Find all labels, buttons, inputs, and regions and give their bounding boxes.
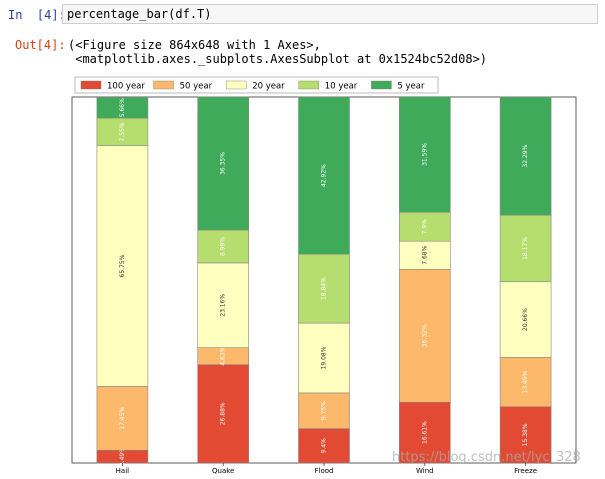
- input-prompt: In [4]:: [8, 8, 66, 22]
- output-line-1: (<Figure size 864x648 with 1 Axes>,: [68, 38, 321, 52]
- segment-label-wind-3: 7.9%: [421, 219, 428, 235]
- bar-flood-50-year: [298, 392, 350, 429]
- segment-label-freeze-1: 13.49%: [522, 370, 529, 393]
- x-tick-label-freeze: Freeze: [514, 467, 537, 475]
- segment-label-freeze-3: 18.17%: [522, 237, 529, 260]
- segment-label-quake-3: 8.99%: [220, 237, 227, 256]
- bar-hail-50-year: [96, 386, 149, 451]
- bar-flood-100-year: [298, 428, 350, 464]
- x-tick-label-quake: Quake: [212, 467, 234, 475]
- segment-label-flood-0: 9.4%: [321, 438, 328, 454]
- legend-label-0: 100 year: [107, 82, 145, 92]
- legend-swatch-2: [225, 80, 247, 90]
- segment-label-flood-2: 19.08%: [321, 346, 328, 369]
- bar-wind-50-year: [398, 268, 451, 403]
- segment-label-freeze-0: 15.38%: [522, 423, 529, 446]
- output-line-2: <matplotlib.axes._subplots.AxesSubplot a…: [68, 52, 488, 66]
- segment-label-quake-4: 36.35%: [220, 152, 227, 175]
- bar-freeze-50-year: [499, 357, 552, 408]
- segment-label-wind-2: 7.68%: [421, 245, 428, 264]
- code-cell-input[interactable]: percentage_bar(df.T): [62, 4, 598, 24]
- bar-freeze-100-year: [499, 406, 552, 464]
- legend-swatch-1: [153, 80, 174, 90]
- segment-label-freeze-2: 20.66%: [522, 308, 529, 331]
- output-prompt: Out[4]:: [15, 38, 66, 52]
- segment-label-quake-1: 4.63%: [220, 346, 227, 365]
- legend-label-2: 20 year: [252, 82, 285, 92]
- segment-label-quake-0: 26.88%: [220, 402, 227, 425]
- segment-label-flood-3: 18.84%: [321, 277, 328, 300]
- segment-label-wind-4: 31.59%: [421, 143, 428, 166]
- legend-label-4: 5 year: [397, 82, 425, 92]
- x-tick-label-wind: Wind: [416, 467, 434, 475]
- legend-label-1: 50 year: [180, 82, 213, 92]
- bar-wind-100-year: [398, 401, 451, 464]
- bar-quake-10-year: [197, 229, 249, 264]
- bar-quake-5-year: [197, 96, 249, 231]
- legend-swatch-4: [371, 80, 392, 90]
- segment-label-hail-4: 5.66%: [119, 98, 126, 117]
- bar-quake-100-year: [197, 364, 249, 464]
- bar-hail-20-year: [96, 145, 149, 387]
- segment-label-wind-0: 16.61%: [421, 421, 428, 444]
- x-tick-label-hail: Hail: [116, 467, 129, 475]
- bar-wind-5-year: [398, 96, 451, 213]
- segment-label-hail-2: 65.75%: [119, 254, 126, 277]
- segment-label-flood-1: 9.75%: [321, 401, 328, 420]
- legend-swatch-0: [80, 80, 102, 90]
- watermark: https://blog.csdn.net/lyc_328: [392, 450, 581, 465]
- bar-flood-20-year: [298, 322, 350, 394]
- legend-swatch-3: [298, 80, 319, 90]
- segment-label-quake-2: 23.16%: [220, 294, 227, 317]
- segment-label-hail-0: 3.49%: [119, 447, 126, 466]
- code-text: percentage_bar(df.T): [67, 7, 212, 21]
- segment-label-hail-3: 7.55%: [119, 122, 126, 141]
- bar-flood-10-year: [298, 253, 350, 324]
- bar-hail-5-year: [96, 97, 149, 119]
- segment-label-hail-1: 17.45%: [119, 407, 126, 430]
- segment-label-flood-4: 42.92%: [321, 164, 328, 187]
- bar-freeze-20-year: [499, 281, 552, 358]
- bar-quake-20-year: [197, 262, 249, 348]
- segment-label-freeze-4: 32.29%: [522, 144, 529, 167]
- x-tick-label-flood: Flood: [315, 467, 334, 475]
- bar-flood-5-year: [298, 96, 350, 255]
- bar-hail-10-year: [96, 117, 149, 147]
- segment-label-wind-1: 36.32%: [421, 324, 428, 347]
- legend-label-3: 10 year: [325, 82, 358, 92]
- bar-freeze-5-year: [499, 96, 552, 216]
